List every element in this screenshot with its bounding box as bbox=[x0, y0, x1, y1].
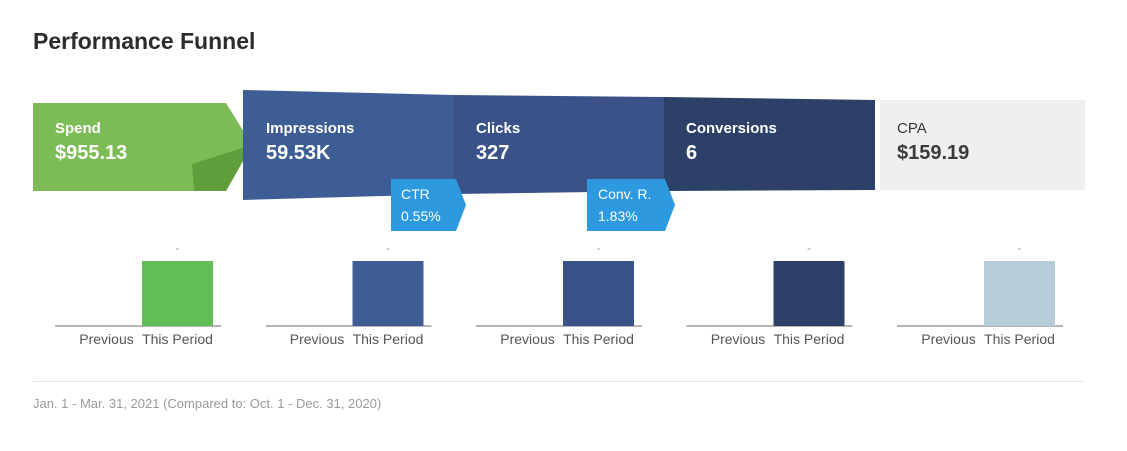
clicks-bar-this-period[interactable] bbox=[563, 261, 634, 326]
cpa-category-label: This Period bbox=[984, 331, 1055, 347]
impressions-category-label: This Period bbox=[352, 331, 424, 347]
ctr-badge[interactable] bbox=[391, 179, 466, 231]
conv-rate-label: Conv. R. bbox=[598, 186, 652, 202]
date-range: Jan. 1 - Mar. 31, 2021 (Compared to: Oct… bbox=[33, 396, 382, 411]
cpa-bar-this-period[interactable] bbox=[984, 261, 1055, 326]
impressions-value: 59.53K bbox=[266, 142, 331, 164]
spend-fold bbox=[192, 145, 252, 191]
cpa-shape[interactable] bbox=[880, 100, 1085, 190]
spend-bar-this-period[interactable] bbox=[142, 261, 213, 326]
impressions-bar-this-period[interactable] bbox=[352, 261, 424, 326]
clicks-label: Clicks bbox=[476, 120, 521, 137]
clicks-data-label: - bbox=[596, 243, 601, 255]
spend-value: $955.13 bbox=[55, 142, 128, 164]
impressions-data-label: - bbox=[386, 243, 390, 255]
clicks-category-label: Previous bbox=[500, 331, 555, 347]
footer-divider bbox=[33, 381, 1085, 382]
spend-data-label: - bbox=[175, 243, 180, 255]
conversions-category-label: Previous bbox=[710, 331, 766, 347]
spend-label: Spend bbox=[55, 120, 101, 137]
conversions-bar-this-period[interactable] bbox=[773, 261, 845, 326]
clicks-category-label: This Period bbox=[563, 331, 634, 347]
spend-category-label: This Period bbox=[142, 331, 213, 347]
conversions-value: 6 bbox=[686, 142, 698, 164]
chart-title: Performance Funnel bbox=[33, 28, 256, 54]
ctr-label: CTR bbox=[401, 186, 430, 202]
cpa-data-label: - bbox=[1017, 243, 1022, 255]
impressions-label: Impressions bbox=[266, 120, 355, 137]
conv-rate-badge[interactable] bbox=[587, 179, 675, 231]
ctr-value: 0.55% bbox=[401, 208, 441, 224]
conv-rate-value: 1.83% bbox=[598, 208, 638, 224]
cpa-label: CPA bbox=[897, 120, 927, 137]
conversions-category-label: This Period bbox=[773, 331, 845, 347]
cpa-category-label: Previous bbox=[921, 331, 976, 347]
conversions-shape[interactable] bbox=[664, 97, 875, 191]
impressions-shape[interactable] bbox=[243, 90, 454, 200]
clicks-shape[interactable] bbox=[454, 95, 664, 194]
cpa-value: $159.19 bbox=[897, 142, 970, 164]
spend-category-label: Previous bbox=[79, 331, 134, 347]
conversions-label: Conversions bbox=[686, 120, 777, 137]
clicks-value: 327 bbox=[476, 142, 510, 164]
impressions-category-label: Previous bbox=[289, 331, 345, 347]
conversions-data-label: - bbox=[807, 243, 811, 255]
